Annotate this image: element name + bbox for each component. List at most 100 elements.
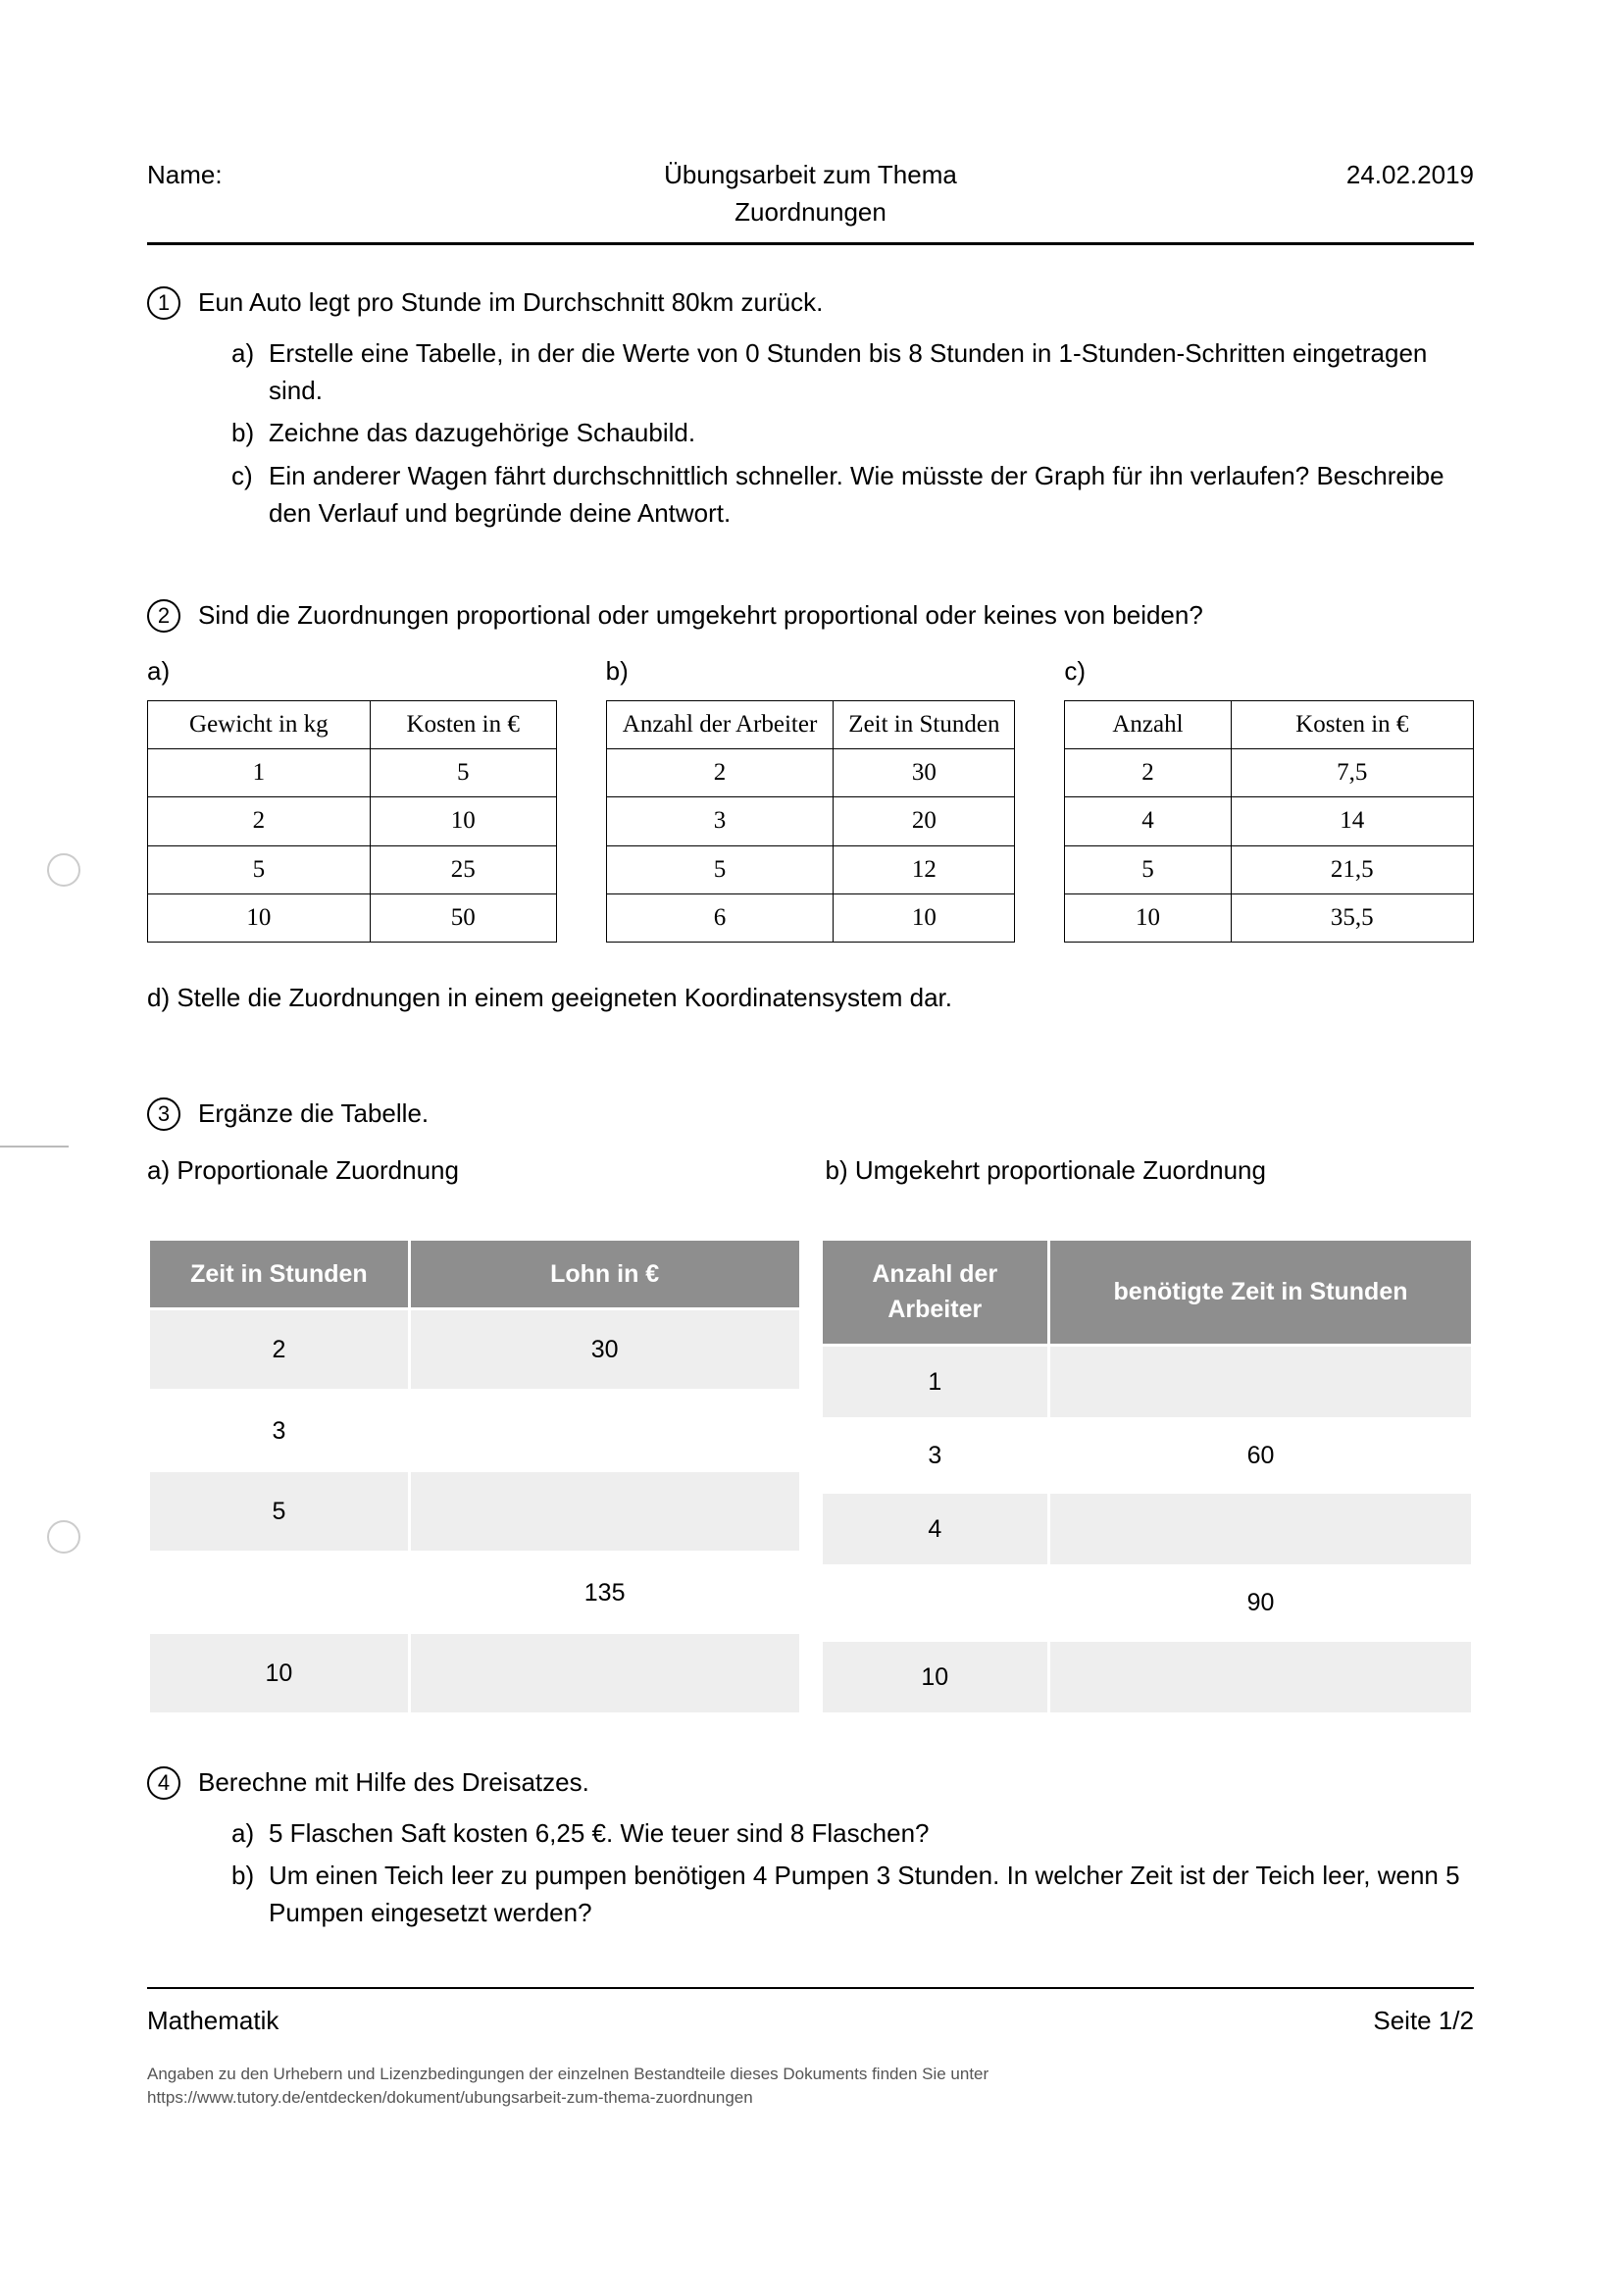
cell: 2 — [606, 749, 834, 797]
q2-tables: a) Gewicht in kgKosten in € 15 210 525 1… — [147, 653, 1474, 943]
q2-table-b: Anzahl der ArbeiterZeit in Stunden 230 3… — [606, 700, 1016, 943]
col-header: Zeit in Stunden — [834, 700, 1015, 748]
punch-hole-icon — [47, 853, 80, 887]
cell: 20 — [834, 797, 1015, 845]
exercise-text: Eun Auto legt pro Stunde im Durchschnitt… — [198, 284, 1474, 322]
subitem-text: Ein anderer Wagen fährt durchschnittlich… — [269, 458, 1474, 532]
cell: 50 — [370, 893, 556, 942]
cell — [1049, 1345, 1473, 1418]
page-title: Übungsarbeit zum Thema Zuordnungen — [589, 157, 1032, 230]
cell: 10 — [1065, 893, 1231, 942]
cell: 35,5 — [1231, 893, 1473, 942]
cell: 14 — [1231, 797, 1473, 845]
subitem-letter: a) — [231, 1815, 259, 1853]
table-label: b) — [606, 653, 1016, 690]
subitem-letter: a) — [231, 335, 259, 409]
exercise-number: 3 — [147, 1097, 180, 1131]
cell — [821, 1566, 1049, 1640]
table-label: a) — [147, 653, 557, 690]
cell: 3 — [606, 797, 834, 845]
cell — [409, 1471, 800, 1553]
subitem-text: 5 Flaschen Saft kosten 6,25 €. Wie teuer… — [269, 1815, 930, 1853]
q3-tables: Zeit in Stunden Lohn in € 230 3 5 135 10… — [147, 1238, 1474, 1715]
cell: 5 — [370, 749, 556, 797]
exercise-2: 2 Sind die Zuordnungen proportional oder… — [147, 597, 1474, 635]
exercise-number: 1 — [147, 286, 180, 320]
footnote-line: Angaben zu den Urhebern und Lizenzbeding… — [147, 2063, 1474, 2086]
cell: 12 — [834, 845, 1015, 893]
q3-table-a: Zeit in Stunden Lohn in € 230 3 5 135 10 — [147, 1238, 802, 1715]
name-label: Name: — [147, 157, 589, 194]
cell: 60 — [1049, 1418, 1473, 1492]
cell — [409, 1633, 800, 1714]
q3-b-label: b) Umgekehrt proportionale Zuordnung — [826, 1152, 1475, 1190]
exercise-text: Ergänze die Tabelle. — [198, 1096, 1474, 1133]
subitem-text: Zeichne das dazugehörige Schaubild. — [269, 415, 695, 452]
cell: 10 — [834, 893, 1015, 942]
cell: 30 — [834, 749, 1015, 797]
col-header: benötigte Zeit in Stunden — [1049, 1240, 1473, 1346]
subitem-letter: b) — [231, 1858, 259, 1931]
col-header: Kosten in € — [370, 700, 556, 748]
exercise-4: 4 Berechne mit Hilfe des Dreisatzes. a) 5… — [147, 1764, 1474, 1938]
cell — [409, 1390, 800, 1471]
cell: 3 — [149, 1390, 410, 1471]
cell: 10 — [149, 1633, 410, 1714]
col-header: Zeit in Stunden — [149, 1240, 410, 1309]
col-header: Anzahl der Arbeiter — [821, 1240, 1049, 1346]
q2-table-c: AnzahlKosten in € 27,5 414 521,5 1035,5 — [1064, 700, 1474, 943]
cell: 6 — [606, 893, 834, 942]
col-header: Gewicht in kg — [148, 700, 371, 748]
exercise-number: 2 — [147, 599, 180, 633]
cell: 1 — [148, 749, 371, 797]
footer-subject: Mathematik — [147, 2003, 279, 2040]
cell: 3 — [821, 1418, 1049, 1492]
col-header: Kosten in € — [1231, 700, 1473, 748]
cell: 5 — [1065, 845, 1231, 893]
cell: 5 — [148, 845, 371, 893]
exercise-number: 4 — [147, 1766, 180, 1800]
footnote: Angaben zu den Urhebern und Lizenzbeding… — [147, 2063, 1474, 2110]
page-header: Name: Übungsarbeit zum Thema Zuordnungen… — [147, 157, 1474, 245]
exercise-text: Berechne mit Hilfe des Dreisatzes. — [198, 1764, 1474, 1802]
cell: 1 — [821, 1345, 1049, 1418]
subitem-letter: c) — [231, 458, 259, 532]
subitem-text: Um einen Teich leer zu pumpen benötigen … — [269, 1858, 1474, 1931]
cell: 90 — [1049, 1566, 1473, 1640]
footnote-line: https://www.tutory.de/entdecken/dokument… — [147, 2086, 1474, 2110]
exercise-1: 1 Eun Auto legt pro Stunde im Durchschni… — [147, 284, 1474, 537]
page-date: 24.02.2019 — [1032, 157, 1474, 194]
cell: 10 — [370, 797, 556, 845]
cell: 5 — [606, 845, 834, 893]
cell: 135 — [409, 1552, 800, 1633]
cell: 2 — [149, 1309, 410, 1391]
q3-table-b: Anzahl der Arbeiter benötigte Zeit in St… — [820, 1238, 1475, 1715]
exercise-text: Sind die Zuordnungen proportional oder u… — [198, 597, 1474, 635]
cell: 2 — [1065, 749, 1231, 797]
fold-mark-icon — [0, 1146, 69, 1148]
cell: 4 — [821, 1493, 1049, 1566]
exercise-3: 3 Ergänze die Tabelle. — [147, 1096, 1474, 1133]
subitem-letter: b) — [231, 415, 259, 452]
cell — [1049, 1493, 1473, 1566]
cell: 30 — [409, 1309, 800, 1391]
cell: 10 — [148, 893, 371, 942]
cell — [1049, 1640, 1473, 1713]
q2-table-a: Gewicht in kgKosten in € 15 210 525 1050 — [147, 700, 557, 943]
q3-sublabels: a) Proportionale Zuordnung b) Umgekehrt … — [147, 1152, 1474, 1190]
col-header: Anzahl der Arbeiter — [606, 700, 834, 748]
table-label: c) — [1064, 653, 1474, 690]
page-footer: Mathematik Seite 1/2 — [147, 1987, 1474, 2040]
subitem-text: Erstelle eine Tabelle, in der die Werte … — [269, 335, 1474, 409]
col-header: Anzahl — [1065, 700, 1231, 748]
cell: 2 — [148, 797, 371, 845]
q2-d-text: d) Stelle die Zuordnungen in einem geeig… — [147, 980, 1474, 1017]
cell: 21,5 — [1231, 845, 1473, 893]
punch-hole-icon — [47, 1520, 80, 1554]
cell: 7,5 — [1231, 749, 1473, 797]
cell: 5 — [149, 1471, 410, 1553]
footer-page: Seite 1/2 — [1373, 2003, 1474, 2040]
q3-a-label: a) Proportionale Zuordnung — [147, 1152, 796, 1190]
col-header: Lohn in € — [409, 1240, 800, 1309]
cell: 10 — [821, 1640, 1049, 1713]
